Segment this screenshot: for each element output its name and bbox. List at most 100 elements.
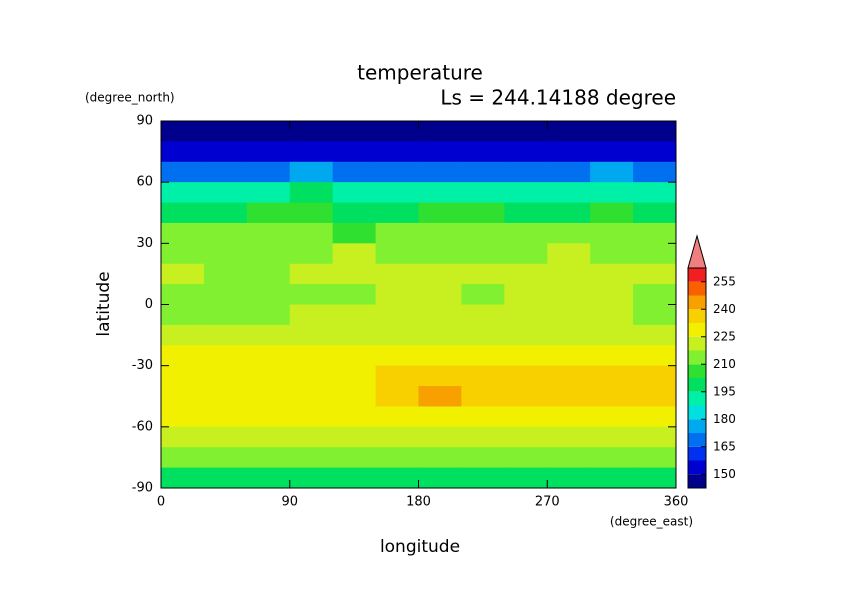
- field-cell: [461, 304, 505, 326]
- field-cell: [246, 467, 291, 489]
- field-cell: [418, 406, 462, 428]
- field-cell: [203, 222, 248, 244]
- field-cell: [161, 161, 205, 183]
- field-cell: [375, 365, 419, 387]
- field-cell: [418, 161, 462, 183]
- field-cell: [203, 161, 248, 183]
- colorbar-band: [688, 419, 706, 433]
- field-cell: [590, 243, 634, 265]
- field-cell: [504, 426, 548, 448]
- field-cell: [161, 141, 205, 163]
- field-cell: [547, 447, 591, 469]
- field-cell: [161, 243, 205, 265]
- field-cell: [161, 284, 205, 305]
- field-cell: [504, 161, 548, 183]
- field-cell: [547, 222, 591, 244]
- field-cell: [375, 467, 419, 489]
- field-cell: [633, 467, 677, 489]
- colorbar-band: [688, 281, 706, 296]
- field-cell: [203, 386, 248, 407]
- field-cell: [504, 121, 548, 142]
- field-cell: [332, 182, 377, 204]
- field-cell: [504, 447, 548, 469]
- field-cell: [332, 263, 377, 285]
- field-cell: [461, 182, 505, 204]
- field-cell: [289, 324, 334, 346]
- field-cell: [504, 222, 548, 244]
- x-tick-label: 0: [157, 495, 165, 510]
- field-cell: [504, 406, 548, 428]
- field-cell: [547, 345, 591, 367]
- field-cell: [289, 263, 334, 285]
- field-cell: [289, 386, 334, 407]
- field-cell: [203, 365, 248, 387]
- field-cell: [375, 263, 419, 285]
- field-cell: [289, 182, 334, 204]
- y-tick-label: -30: [132, 358, 153, 373]
- field-cell: [332, 161, 377, 183]
- field-cell: [547, 121, 591, 142]
- field-cell: [289, 447, 334, 469]
- field-cell: [375, 324, 419, 346]
- field-cell: [461, 345, 505, 367]
- field-cell: [633, 365, 677, 387]
- field-cell: [633, 284, 677, 305]
- y-axis-label: latitude: [94, 271, 114, 336]
- field-cell: [633, 324, 677, 346]
- field-cell: [375, 161, 419, 183]
- field-cell: [332, 426, 377, 448]
- field-cell: [332, 284, 377, 305]
- field-cell: [332, 345, 377, 367]
- field-cell: [418, 202, 462, 224]
- field-cell: [246, 324, 291, 346]
- field-cell: [418, 284, 462, 305]
- field-cell: [633, 447, 677, 469]
- colorbar-band: [688, 391, 706, 406]
- field-cell: [547, 406, 591, 428]
- y-units: (degree_north): [85, 91, 175, 105]
- field-cell: [332, 365, 377, 387]
- colorbar-band: [688, 323, 706, 337]
- field-cell: [375, 345, 419, 367]
- field-cell: [461, 263, 505, 285]
- field-cell: [246, 426, 291, 448]
- field-cell: [547, 161, 591, 183]
- field-cell: [375, 426, 419, 448]
- field-cell: [590, 467, 634, 489]
- field-cell: [590, 161, 634, 183]
- field-cell: [332, 467, 377, 489]
- field-cell: [590, 222, 634, 244]
- field-cell: [246, 365, 291, 387]
- field-cell: [504, 263, 548, 285]
- field-cell: [289, 121, 334, 142]
- y-tick-label: -60: [132, 419, 153, 434]
- field-cell: [332, 202, 377, 224]
- field-cell: [504, 243, 548, 265]
- field-cell: [461, 406, 505, 428]
- colorbar-tick-label: 210: [713, 357, 736, 371]
- field-cell: [547, 386, 591, 407]
- field-cell: [375, 284, 419, 305]
- field-cell: [633, 222, 677, 244]
- field: [161, 121, 677, 489]
- field-cell: [161, 386, 205, 407]
- field-cell: [246, 222, 291, 244]
- colorbar-tick-label: 195: [713, 384, 736, 398]
- field-cell: [547, 365, 591, 387]
- field-cell: [590, 121, 634, 142]
- colorbar-band: [688, 364, 706, 378]
- field-cell: [203, 202, 248, 224]
- field-cell: [246, 406, 291, 428]
- field-cell: [418, 182, 462, 204]
- field-cell: [590, 284, 634, 305]
- field-cell: [161, 447, 205, 469]
- field-cell: [332, 121, 377, 142]
- colorbar-band: [688, 309, 706, 323]
- colorbar-extend: [687, 234, 707, 269]
- field-cell: [504, 324, 548, 346]
- x-units: (degree_east): [610, 515, 693, 529]
- field-cell: [547, 263, 591, 285]
- x-tick-label: 90: [281, 495, 298, 510]
- field-cell: [461, 284, 505, 305]
- field-cell: [418, 304, 462, 326]
